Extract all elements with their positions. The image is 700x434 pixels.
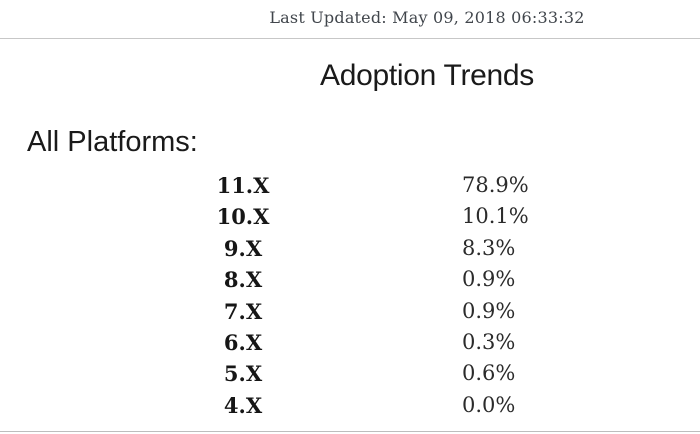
version-label: 8.X	[223, 267, 263, 293]
header-divider	[0, 38, 700, 39]
share-value: 0.3%	[462, 329, 516, 354]
adoption-table: 11.X 78.9% 10.X 10.1% 9.X 8.3% 8.X 0.9% 7.X 0.9% 6…	[0, 170, 700, 421]
table-row: 11.X 78.9%	[0, 170, 700, 201]
version-label: 6.X	[223, 329, 263, 355]
share-value: 8.3%	[462, 235, 516, 260]
version-label: 9.X	[223, 235, 263, 261]
version-label: 11.X	[216, 173, 270, 198]
share-value: 0.0%	[462, 392, 516, 417]
share-value: 78.9%	[462, 173, 529, 197]
version-label: 4.X	[223, 392, 263, 418]
table-row: 6.X 0.3%	[0, 327, 700, 358]
last-updated-text: Last Updated: May 09, 2018 06:33:32	[269, 8, 585, 27]
section-heading-all-platforms: All Platforms:	[27, 126, 198, 158]
version-label: 5.X	[223, 361, 263, 387]
version-label: 7.X	[223, 298, 263, 324]
table-row: 9.X 8.3%	[0, 233, 700, 264]
version-label: 10.X	[216, 204, 270, 230]
bottom-divider	[0, 431, 700, 432]
table-row: 8.X 0.9%	[0, 264, 700, 295]
share-value: 0.9%	[462, 298, 516, 323]
table-row: 7.X 0.9%	[0, 296, 700, 327]
table-row: 4.X 0.0%	[0, 390, 700, 421]
table-row: 10.X 10.1%	[0, 201, 700, 232]
page-title: Adoption Trends	[320, 59, 534, 92]
share-value: 10.1%	[462, 204, 529, 229]
share-value: 0.9%	[462, 267, 516, 292]
share-value: 0.6%	[462, 361, 516, 386]
table-row: 5.X 0.6%	[0, 358, 700, 389]
